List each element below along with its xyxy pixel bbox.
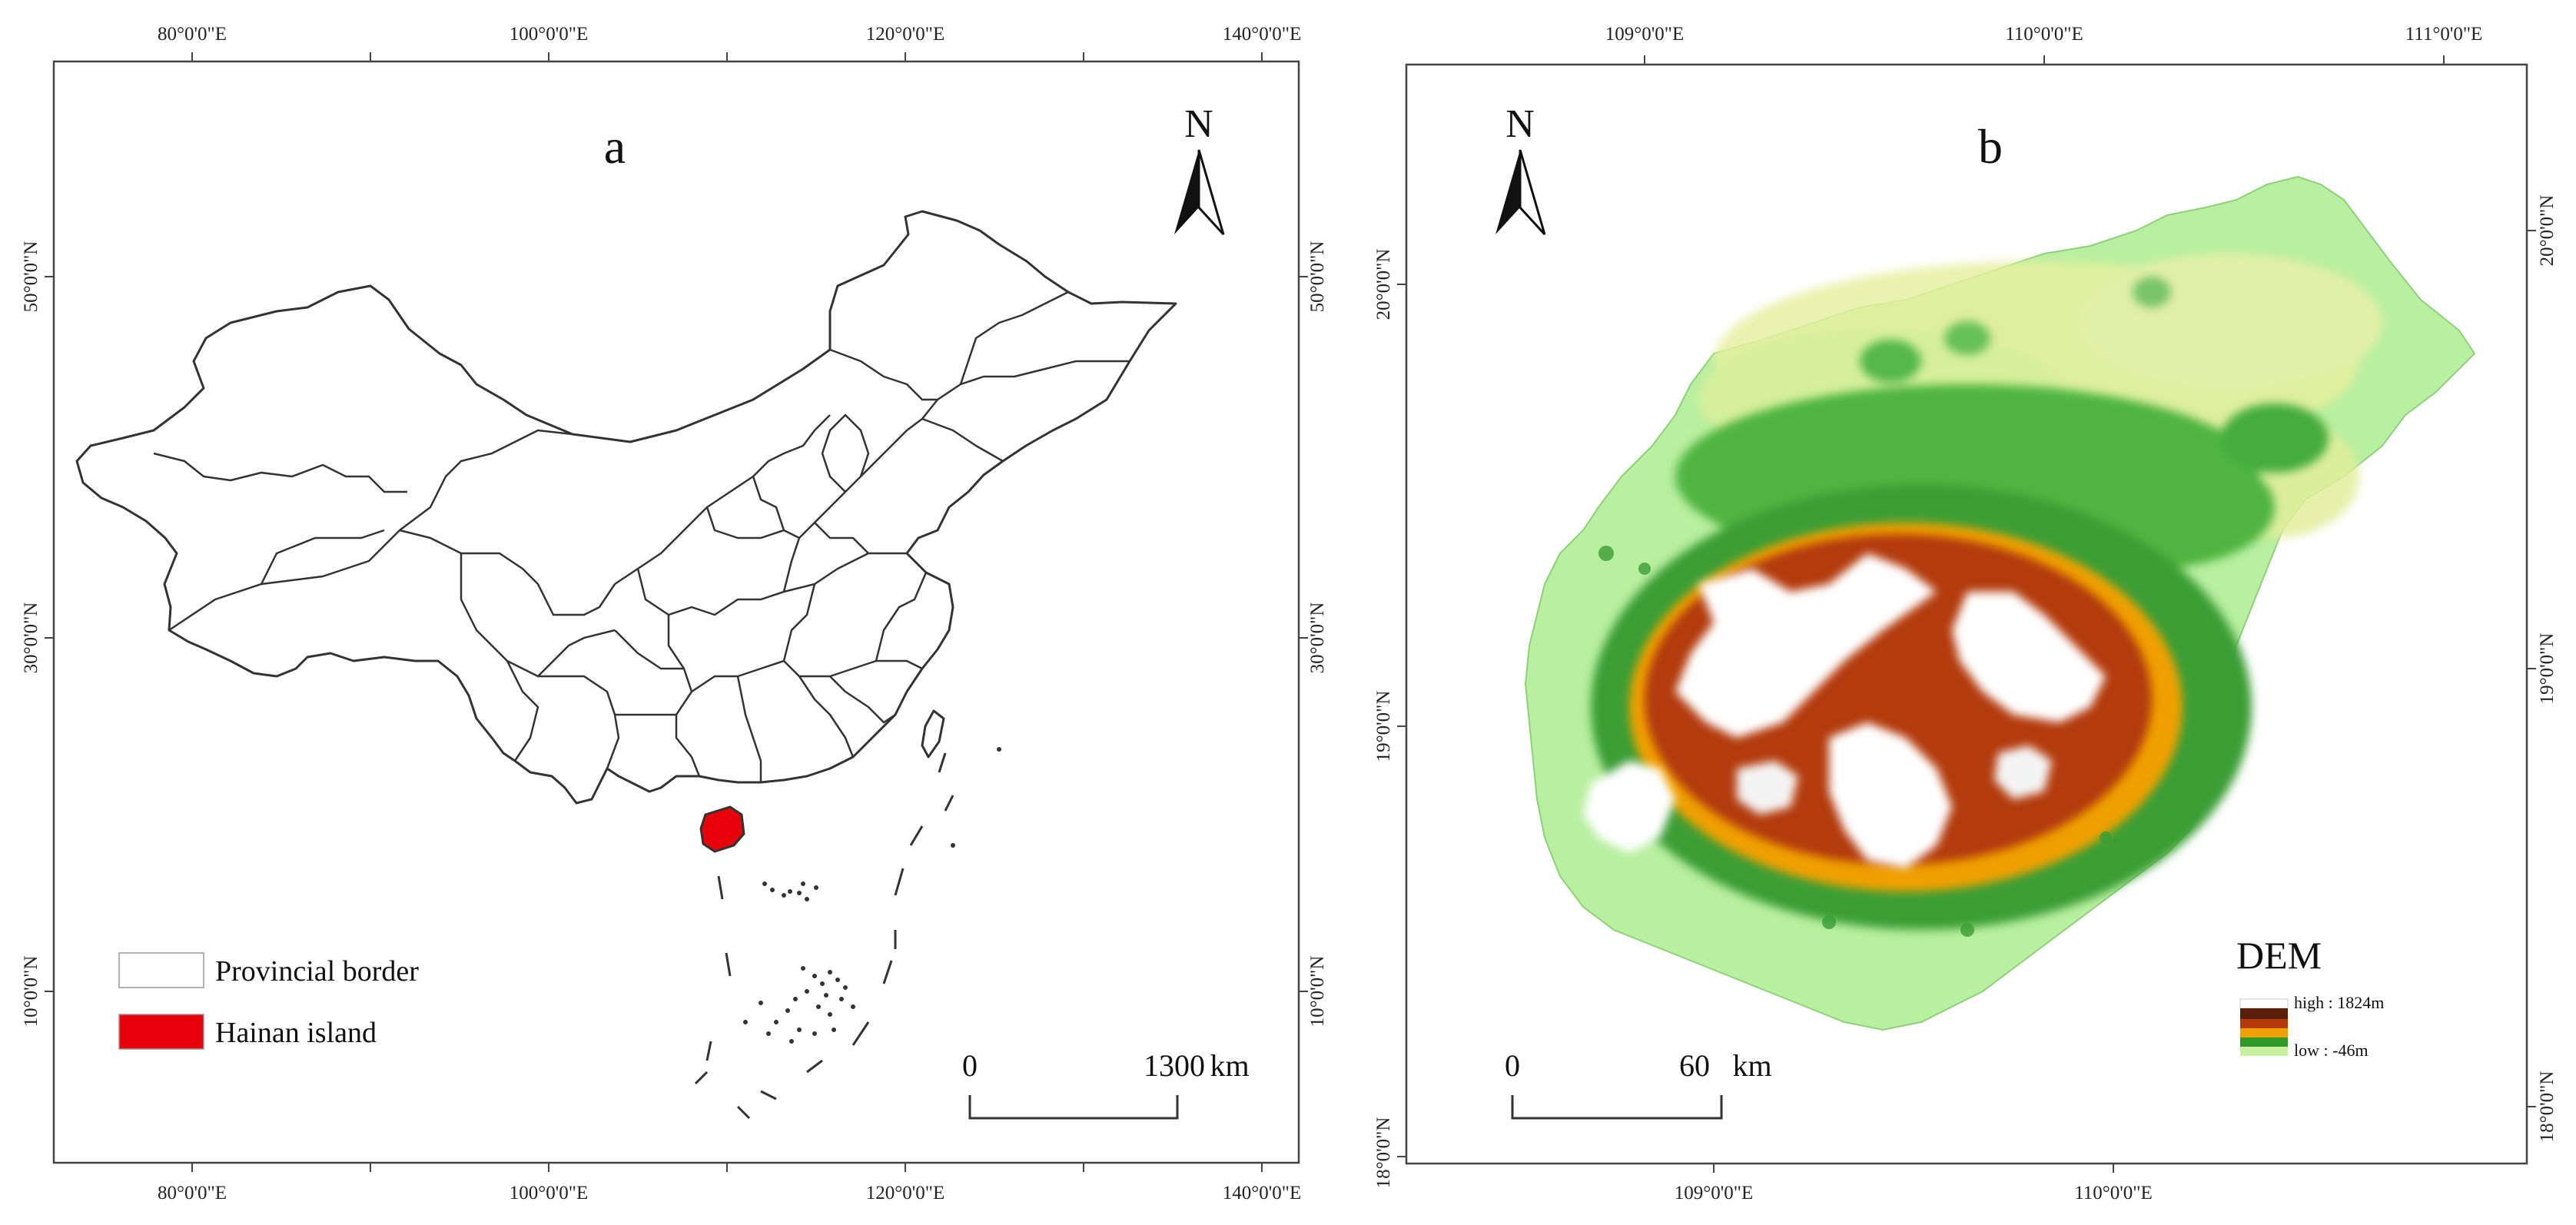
- dem-color-ramp: [2239, 998, 2289, 1056]
- legend-swatch-provincial-border: [118, 952, 204, 988]
- a-scale-unit: km: [1210, 1048, 1249, 1083]
- legend-label-provincial-border: Provincial border: [215, 955, 419, 988]
- a-scale-end: 1300: [1144, 1048, 1205, 1083]
- a-right-lat-label-1: 50°0'0"N: [1307, 241, 1328, 313]
- legend-swatch-hainan-island: [118, 1014, 204, 1050]
- b-north-arrow-icon: N: [1495, 102, 1546, 236]
- b-bottom-lon-label-2: 110°0'0"E: [2074, 1183, 2153, 1203]
- b-top-lon-label-2: 110°0'0"E: [2005, 24, 2083, 45]
- b-scale-unit: km: [1732, 1048, 1771, 1083]
- a-north-arrow-icon: N: [1174, 102, 1225, 236]
- svg-text:N: N: [1184, 102, 1213, 146]
- legend-label-hainan-island: Hainan island: [215, 1017, 377, 1049]
- china-map: [75, 210, 1177, 805]
- south-china-sea-islands: [694, 752, 954, 1120]
- dem-legend: DEM high : 1824m low : -46m: [2236, 934, 2384, 1060]
- b-right-lat-label-1: 20°0'0"N: [2537, 195, 2558, 267]
- b-bottom-lon-label-1: 109°0'0"E: [1675, 1183, 1753, 1203]
- a-scale-bar: 0 1300 km: [962, 1048, 1250, 1120]
- a-top-lon-label-4: 140°0'0"E: [1223, 24, 1301, 45]
- a-bottom-lon-label-4: 140°0'0"E: [1223, 1183, 1301, 1203]
- hainan-island-highlight: [699, 805, 745, 853]
- b-top-lon-label-3: 111°0'0"E: [2405, 24, 2483, 45]
- provincial-borders: [153, 290, 1130, 782]
- a-top-lon-label-2: 100°0'0"E: [510, 24, 588, 45]
- panel-a: 80°0'0"E 100°0'0"E 120°0'0"E 140°0'0"E 8…: [21, 24, 1328, 1203]
- b-left-lat-label-3: 18°0'0"N: [1373, 1117, 1394, 1189]
- b-scale-end: 60: [1679, 1048, 1710, 1083]
- b-scale-bar: 0 60 km: [1505, 1048, 1772, 1120]
- b-right-lat-label-2: 19°0'0"N: [2537, 633, 2558, 705]
- hainan-dem-map: [1524, 175, 2476, 1031]
- b-left-lat-label-1: 20°0'0"N: [1373, 249, 1394, 320]
- panel-a-tick-marks: [45, 52, 1308, 1172]
- a-left-lat-label-1: 50°0'0"N: [21, 241, 41, 313]
- a-top-lon-label-3: 120°0'0"E: [866, 24, 944, 45]
- dem-legend-title: DEM: [2236, 934, 2322, 977]
- taiwan-outline: [921, 709, 945, 759]
- b-right-lat-label-3: 18°0'0"N: [2537, 1071, 2558, 1143]
- b-top-lon-label-1: 109°0'0"E: [1605, 24, 1684, 45]
- svg-text:N: N: [1505, 102, 1535, 146]
- dem-legend-low: low : -46m: [2294, 1041, 2369, 1060]
- panel-b-tick-marks: [1397, 55, 2536, 1173]
- panel-b-label: b: [1978, 119, 2003, 174]
- a-bottom-lon-label-3: 120°0'0"E: [866, 1183, 944, 1203]
- b-scale-line: [1511, 1095, 1723, 1120]
- a-bottom-lon-label-1: 80°0'0"E: [158, 1183, 227, 1203]
- a-scale-start: 0: [962, 1048, 978, 1083]
- island-dots: [743, 747, 1001, 1044]
- b-scale-start: 0: [1505, 1048, 1520, 1083]
- a-scale-line: [968, 1095, 1179, 1120]
- panel-b: 109°0'0"E 110°0'0"E 111°0'0"E 109°0'0"E …: [1373, 24, 2558, 1203]
- panel-a-label: a: [604, 119, 626, 174]
- b-left-lat-label-2: 19°0'0"N: [1373, 691, 1394, 762]
- a-right-lat-label-2: 30°0'0"N: [1307, 603, 1328, 674]
- a-left-lat-label-3: 10°0'0"N: [21, 956, 41, 1027]
- a-legend: Provincial border Hainan island: [118, 952, 419, 1050]
- a-right-lat-label-3: 10°0'0"N: [1307, 956, 1328, 1027]
- china-outline: [75, 210, 1177, 805]
- dem-legend-high: high : 1824m: [2294, 993, 2384, 1012]
- a-bottom-lon-label-2: 100°0'0"E: [510, 1183, 588, 1203]
- a-top-lon-label-1: 80°0'0"E: [158, 24, 227, 45]
- a-left-lat-label-2: 30°0'0"N: [21, 603, 41, 674]
